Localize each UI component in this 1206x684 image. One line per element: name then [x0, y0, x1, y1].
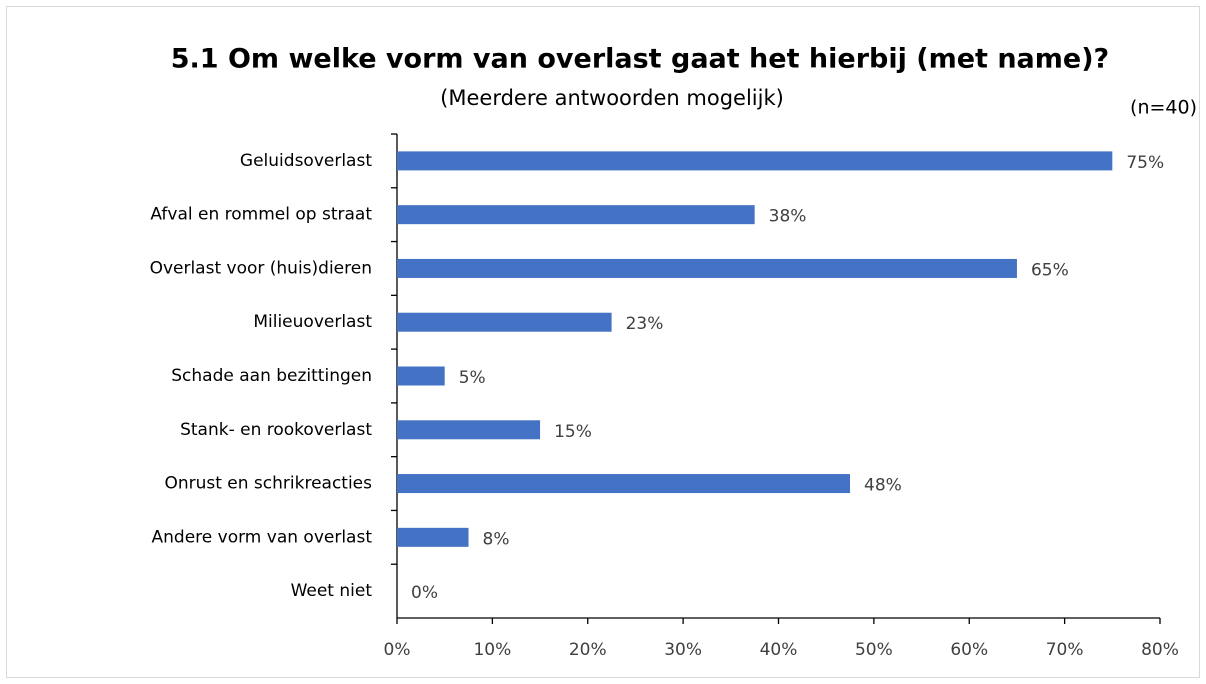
- data-label: 15%: [554, 422, 592, 442]
- chart-subtitle: (Meerdere antwoorden mogelijk): [440, 86, 784, 110]
- x-tick-label: 0%: [384, 640, 411, 660]
- y-tick-label: Geluidsoverlast: [240, 151, 372, 171]
- data-label: 0%: [411, 583, 438, 603]
- annotation: (n=40): [1130, 97, 1197, 119]
- data-label: 5%: [459, 368, 486, 388]
- x-tick-label: 30%: [664, 640, 702, 660]
- data-label: 38%: [769, 207, 807, 227]
- x-tick-label: 80%: [1141, 640, 1179, 660]
- y-tick-label: Andere vorm van overlast: [152, 527, 373, 547]
- bar: [397, 474, 851, 494]
- y-tick-label: Afval en rommel op straat: [150, 205, 372, 225]
- y-tick-label: Milieuoverlast: [253, 312, 372, 332]
- bar: [397, 527, 469, 547]
- x-tick-label: 60%: [950, 640, 988, 660]
- data-label: 23%: [626, 314, 664, 334]
- bar: [397, 366, 445, 386]
- bar: [397, 205, 755, 225]
- data-label: 8%: [483, 529, 510, 549]
- bar: [397, 312, 612, 332]
- x-tick-label: 50%: [855, 640, 893, 660]
- y-tick-label: Overlast voor (huis)dieren: [150, 258, 372, 278]
- data-label: 65%: [1031, 260, 1069, 280]
- y-tick-label: Schade aan bezittingen: [171, 366, 372, 386]
- x-tick-label: 40%: [760, 640, 798, 660]
- x-tick-label: 20%: [569, 640, 607, 660]
- bar: [397, 258, 1017, 278]
- data-label: 48%: [864, 476, 902, 496]
- bar: [397, 151, 1113, 171]
- chart-title: 5.1 Om welke vorm van overlast gaat het …: [171, 44, 1109, 75]
- y-tick-label: Stank- en rookoverlast: [180, 420, 372, 440]
- data-label: 75%: [1126, 153, 1164, 173]
- y-tick-label: Weet niet: [291, 581, 373, 601]
- chart-frame: [6, 6, 1200, 678]
- bar: [397, 420, 541, 440]
- y-tick-label: Onrust en schrikreacties: [164, 474, 372, 494]
- x-tick-label: 10%: [473, 640, 511, 660]
- x-tick-label: 70%: [1046, 640, 1084, 660]
